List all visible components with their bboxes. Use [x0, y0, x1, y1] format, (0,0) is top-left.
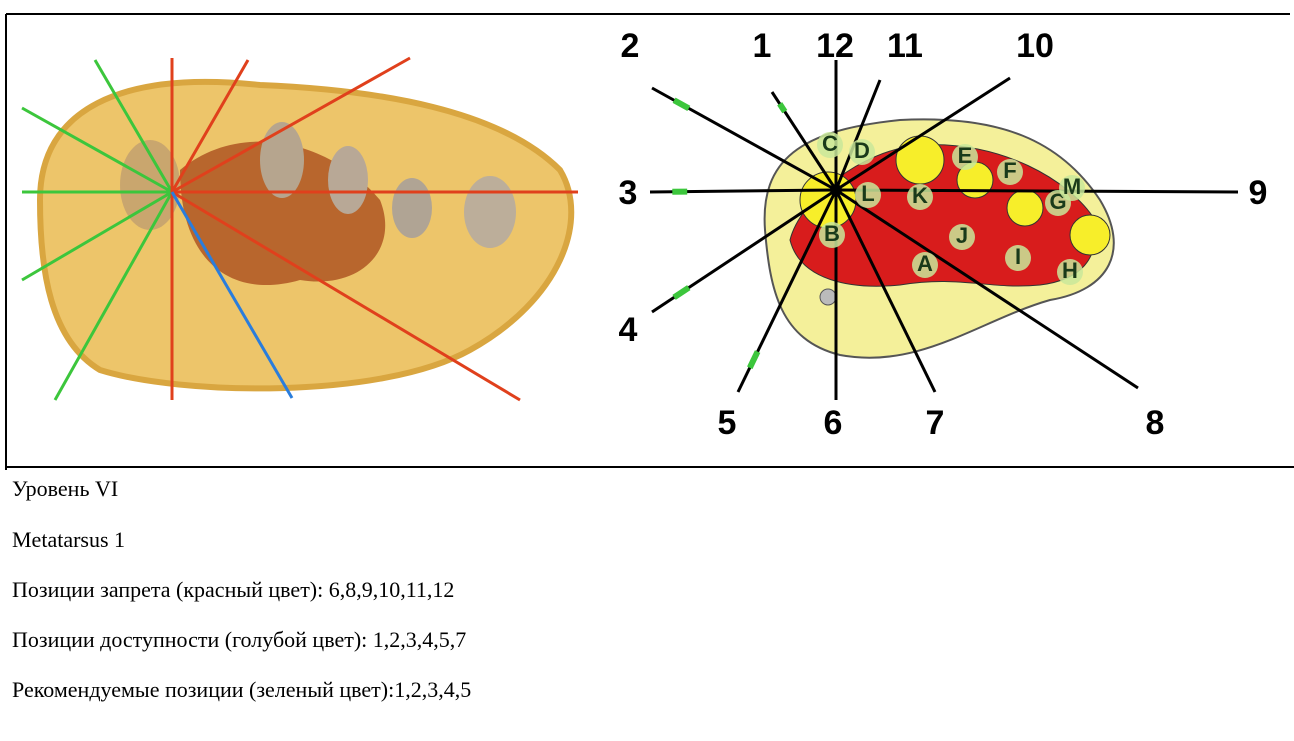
- structure-label: M: [1063, 174, 1081, 199]
- structure-label: B: [824, 221, 840, 246]
- structure-label: A: [917, 251, 933, 276]
- position-label: 5: [718, 404, 737, 442]
- position-label: 9: [1249, 174, 1268, 212]
- green-arrow: [674, 100, 689, 108]
- structure-label: L: [861, 181, 874, 206]
- green-arrow: [750, 352, 758, 368]
- recommended: Рекомендуемые позиции (зеленый цвет):1,2…: [12, 677, 471, 703]
- position-label: 12: [816, 27, 854, 65]
- position-label: 8: [1146, 404, 1165, 442]
- structure-label: I: [1015, 244, 1021, 269]
- position-label: 1: [753, 27, 772, 65]
- position-label: 2: [621, 27, 640, 65]
- position-label: 4: [619, 311, 638, 349]
- structure-label: J: [956, 223, 968, 248]
- green-arrow: [674, 288, 689, 298]
- position-label: 6: [824, 404, 843, 442]
- available: Позиции доступности (голубой цвет): 1,2,…: [12, 627, 466, 653]
- structure-label: D: [854, 138, 870, 163]
- structure-label: E: [958, 143, 973, 168]
- position-line: [836, 190, 1238, 192]
- green-arrow: [780, 104, 785, 112]
- position-label: 7: [926, 404, 945, 442]
- center-point: [830, 184, 842, 196]
- bone: Metatarsus 1: [12, 527, 125, 553]
- photo: [40, 82, 571, 388]
- position-label: 10: [1016, 27, 1054, 65]
- page: 123456789101112ABCDEFGHIJKLM Уровень VI …: [0, 0, 1294, 741]
- forbidden: Позиции запрета (красный цвет): 6,8,9,10…: [12, 577, 454, 603]
- position-label: 11: [887, 27, 923, 65]
- position-label: 3: [619, 174, 638, 212]
- structure-label: C: [822, 131, 838, 156]
- structure-label: F: [1003, 158, 1016, 183]
- structure-label: H: [1062, 258, 1078, 283]
- structure-label: K: [912, 183, 928, 208]
- level: Уровень VI: [12, 476, 118, 502]
- diagram: [765, 119, 1114, 357]
